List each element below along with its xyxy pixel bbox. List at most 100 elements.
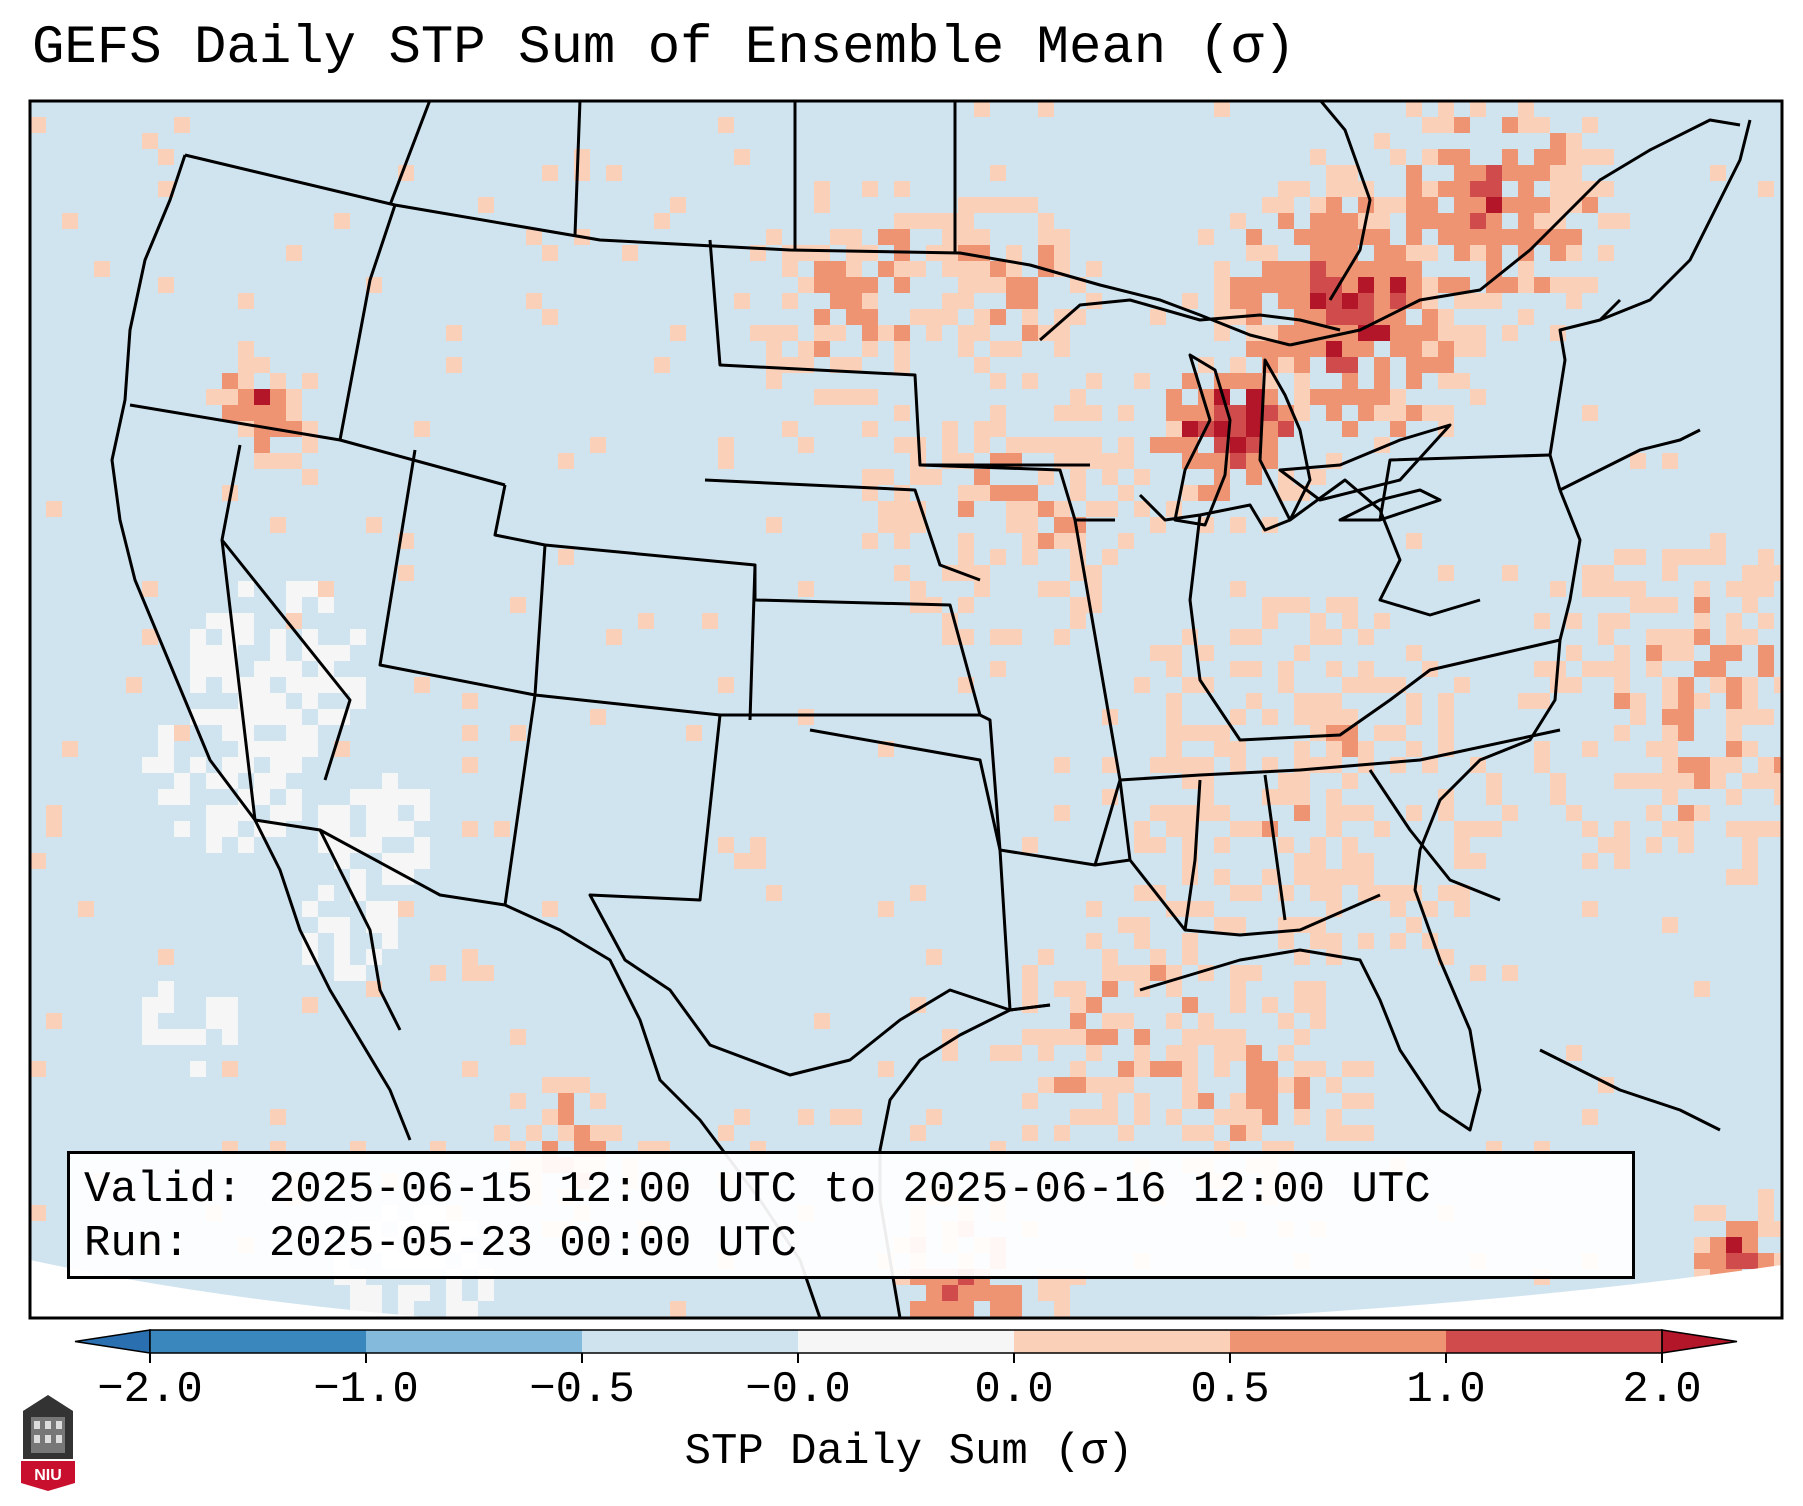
stp-cell	[1710, 757, 1726, 773]
stp-cell	[1534, 117, 1550, 133]
stp-cell	[1294, 341, 1310, 357]
stp-cell	[1342, 341, 1358, 357]
stp-cell	[1294, 1093, 1310, 1109]
stp-cell	[1214, 277, 1230, 293]
stp-cell	[606, 165, 622, 181]
stp-cell	[1726, 1221, 1742, 1237]
stp-cell	[1246, 389, 1262, 405]
stp-cell	[1358, 1061, 1374, 1077]
stp-cell	[1550, 789, 1566, 805]
stp-cell	[1182, 1045, 1198, 1061]
stp-cell	[1214, 837, 1230, 853]
stp-cell	[1150, 437, 1166, 453]
stp-cell	[1230, 821, 1246, 837]
stp-cell	[1422, 245, 1438, 261]
stp-cell	[1294, 741, 1310, 757]
stp-cell	[1022, 517, 1038, 533]
stp-cell	[1358, 309, 1374, 325]
stp-cell	[1006, 629, 1022, 645]
stp-cell	[1262, 997, 1278, 1013]
stp-cell	[1454, 245, 1470, 261]
stp-cell	[1518, 693, 1534, 709]
stp-cell	[1374, 357, 1390, 373]
stp-cell	[1326, 1077, 1342, 1093]
stp-cell	[1102, 1013, 1118, 1029]
projection-edge	[30, 1260, 1782, 1318]
stp-cell	[1326, 741, 1342, 757]
stp-cell	[1118, 405, 1134, 421]
stp-cell	[1262, 1061, 1278, 1077]
stp-cell	[1678, 549, 1694, 565]
stp-cell	[1630, 581, 1646, 597]
colorbar-bin	[366, 1330, 583, 1353]
stp-cell	[318, 709, 334, 725]
stp-cell	[1246, 293, 1262, 309]
stp-cell	[270, 645, 286, 661]
stp-cell	[1518, 101, 1534, 117]
stp-cell	[1246, 245, 1262, 261]
stp-cell	[1182, 869, 1198, 885]
stp-cell	[1294, 645, 1310, 661]
stp-cell	[1118, 1125, 1134, 1141]
stp-cell	[1070, 405, 1086, 421]
stp-cell	[910, 309, 926, 325]
stp-cell	[766, 517, 782, 533]
stp-cell	[1630, 773, 1646, 789]
stp-cell	[1486, 789, 1502, 805]
stp-cell	[174, 821, 190, 837]
stp-cell	[1406, 101, 1422, 117]
stp-cell	[1454, 901, 1470, 917]
stp-cell	[1758, 1189, 1774, 1205]
stp-cell	[1534, 277, 1550, 293]
stp-cell	[1262, 1109, 1278, 1125]
stp-cell	[1134, 469, 1150, 485]
colorbar-under-extend	[74, 1329, 151, 1354]
stp-cell	[798, 1109, 814, 1125]
stp-cell	[366, 901, 382, 917]
stp-cell	[910, 213, 926, 229]
stp-cell	[286, 741, 302, 757]
stp-cell	[462, 949, 478, 965]
stp-cell	[670, 197, 686, 213]
stp-cell	[254, 661, 270, 677]
stp-cell	[1246, 965, 1262, 981]
stp-cell	[990, 165, 1006, 181]
stp-cell	[750, 837, 766, 853]
stp-cell	[1294, 277, 1310, 293]
stp-cell	[894, 181, 910, 197]
stp-cell	[590, 437, 606, 453]
stp-cell	[414, 789, 430, 805]
stp-cell	[1150, 949, 1166, 965]
stp-cell	[302, 725, 318, 741]
stp-cell	[1390, 293, 1406, 309]
stp-cell	[1134, 965, 1150, 981]
stp-cell	[1358, 741, 1374, 757]
stp-cell	[1502, 197, 1518, 213]
stp-cell	[1070, 437, 1086, 453]
stp-cell	[398, 789, 414, 805]
stp-cell	[1198, 757, 1214, 773]
stp-cell	[1262, 197, 1278, 213]
stp-cell	[1166, 1061, 1182, 1077]
stp-cell	[1374, 821, 1390, 837]
stp-cell	[1086, 261, 1102, 277]
stp-cell	[1742, 773, 1758, 789]
niu-logo: NIU	[21, 1395, 75, 1491]
stp-cell	[206, 661, 222, 677]
stp-cell	[1102, 1093, 1118, 1109]
stp-cell	[1166, 405, 1182, 421]
stp-cell	[926, 949, 942, 965]
stp-cell	[1118, 533, 1134, 549]
stp-cell	[1374, 613, 1390, 629]
stp-cell	[1134, 501, 1150, 517]
stp-cell	[1342, 357, 1358, 373]
stp-cell	[830, 325, 846, 341]
stp-cell	[1614, 645, 1630, 661]
stp-cell	[1262, 613, 1278, 629]
stp-cell	[894, 213, 910, 229]
stp-cell	[958, 277, 974, 293]
stp-cell	[830, 293, 846, 309]
stp-cell	[1038, 581, 1054, 597]
stp-cell	[798, 245, 814, 261]
stp-cell	[1022, 1125, 1038, 1141]
